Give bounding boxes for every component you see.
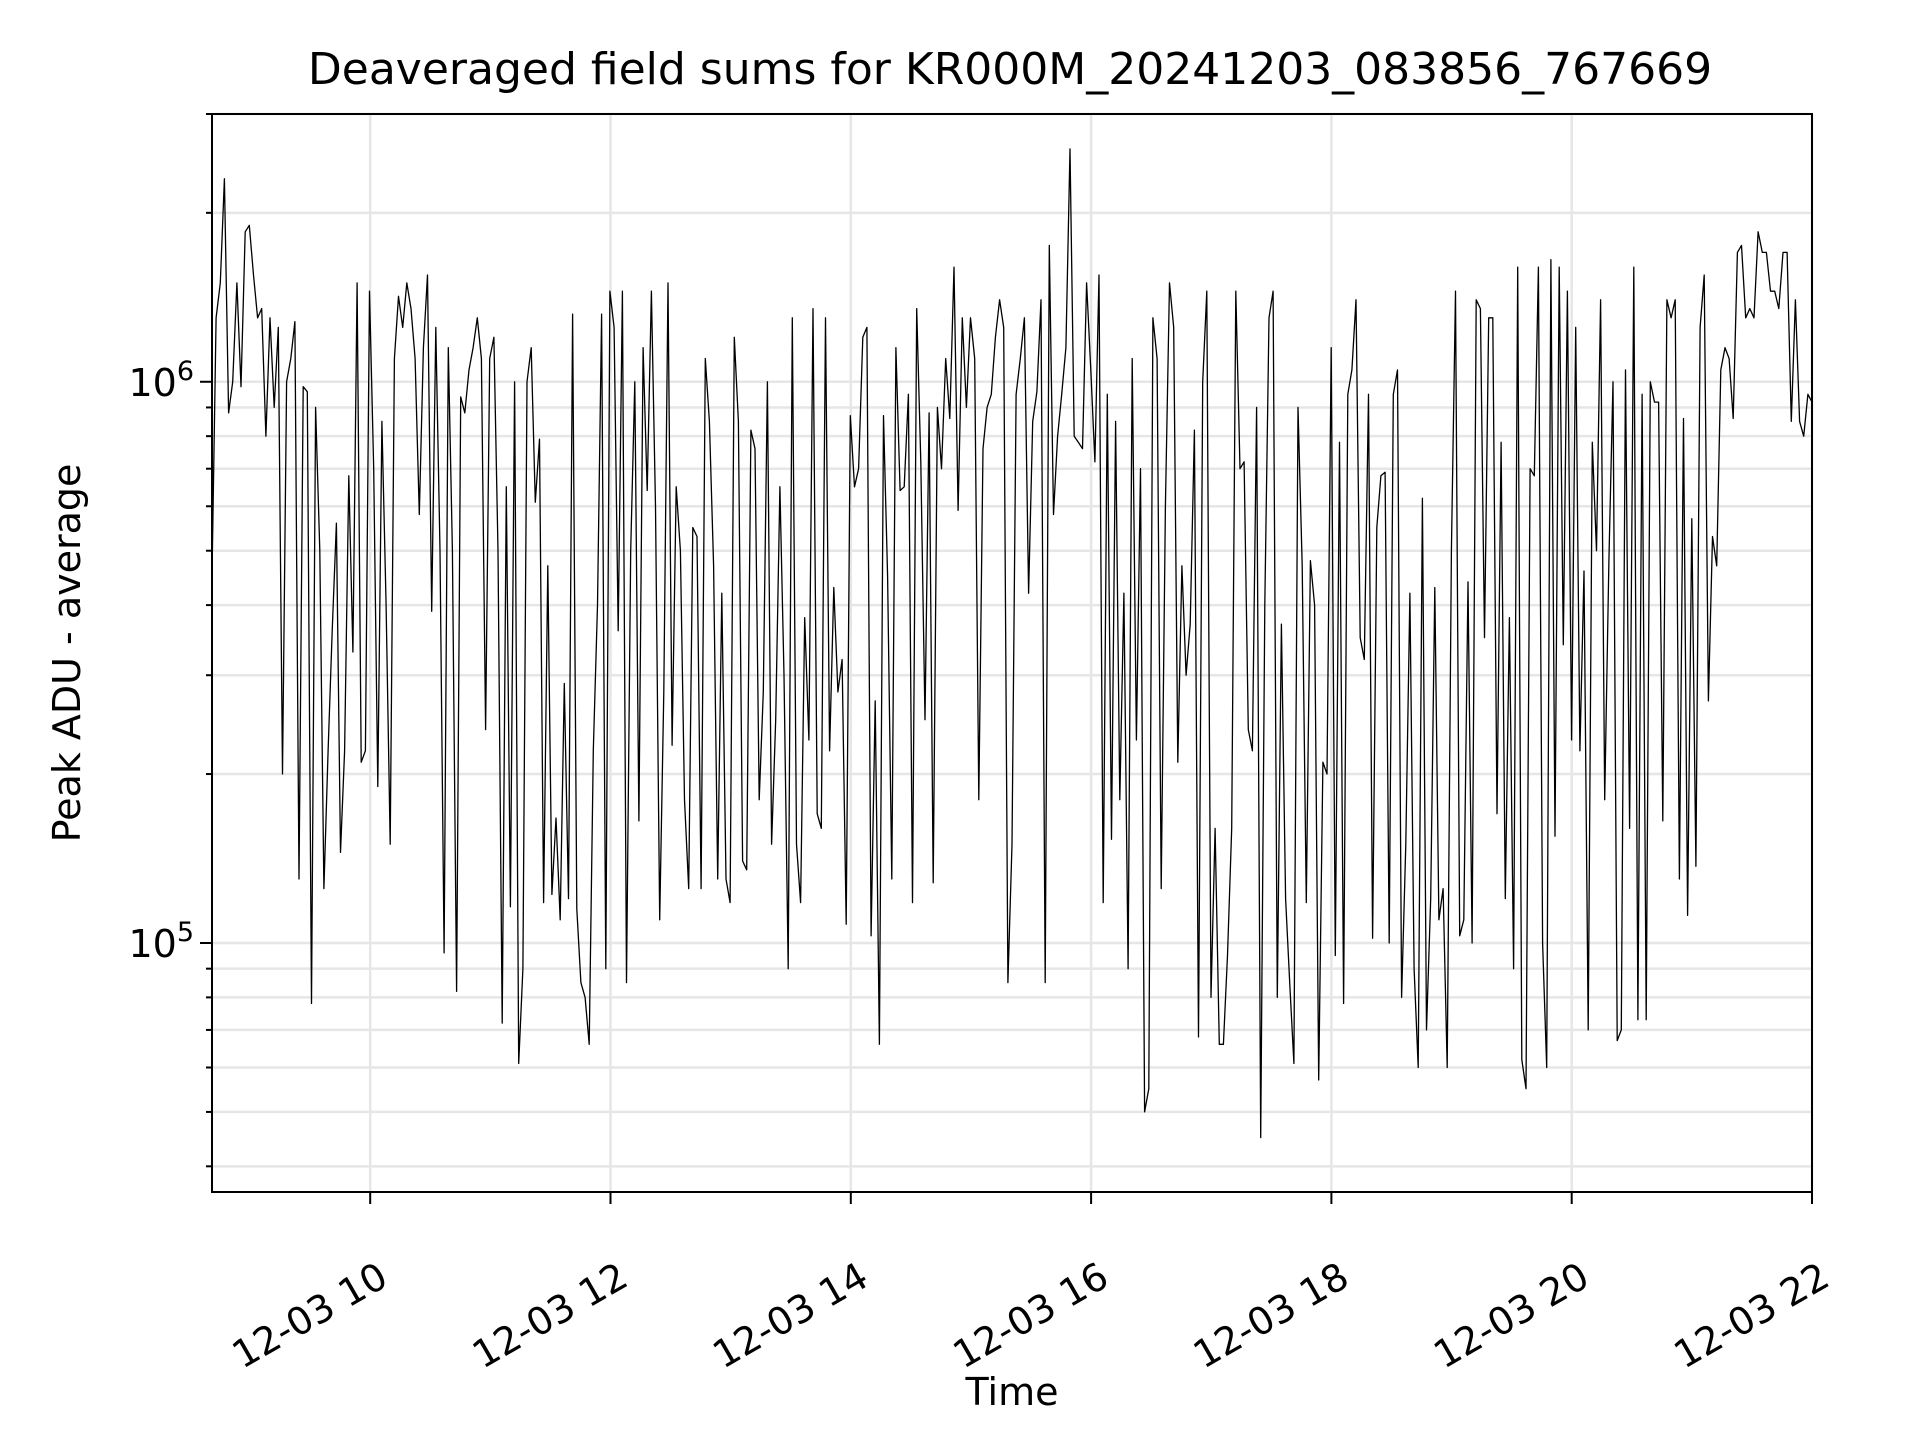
x-axis-label: Time — [965, 1370, 1059, 1414]
chart-title: Deaveraged field sums for KR000M_2024120… — [308, 44, 1712, 95]
y-tick-label: 105 — [128, 917, 194, 966]
y-tick-label: 106 — [128, 356, 194, 405]
y-axis-label: Peak ADU - average — [45, 464, 89, 843]
plot-area-frame — [211, 113, 1813, 1193]
series-line — [211, 148, 1813, 1139]
plot-lines — [211, 148, 1813, 1139]
